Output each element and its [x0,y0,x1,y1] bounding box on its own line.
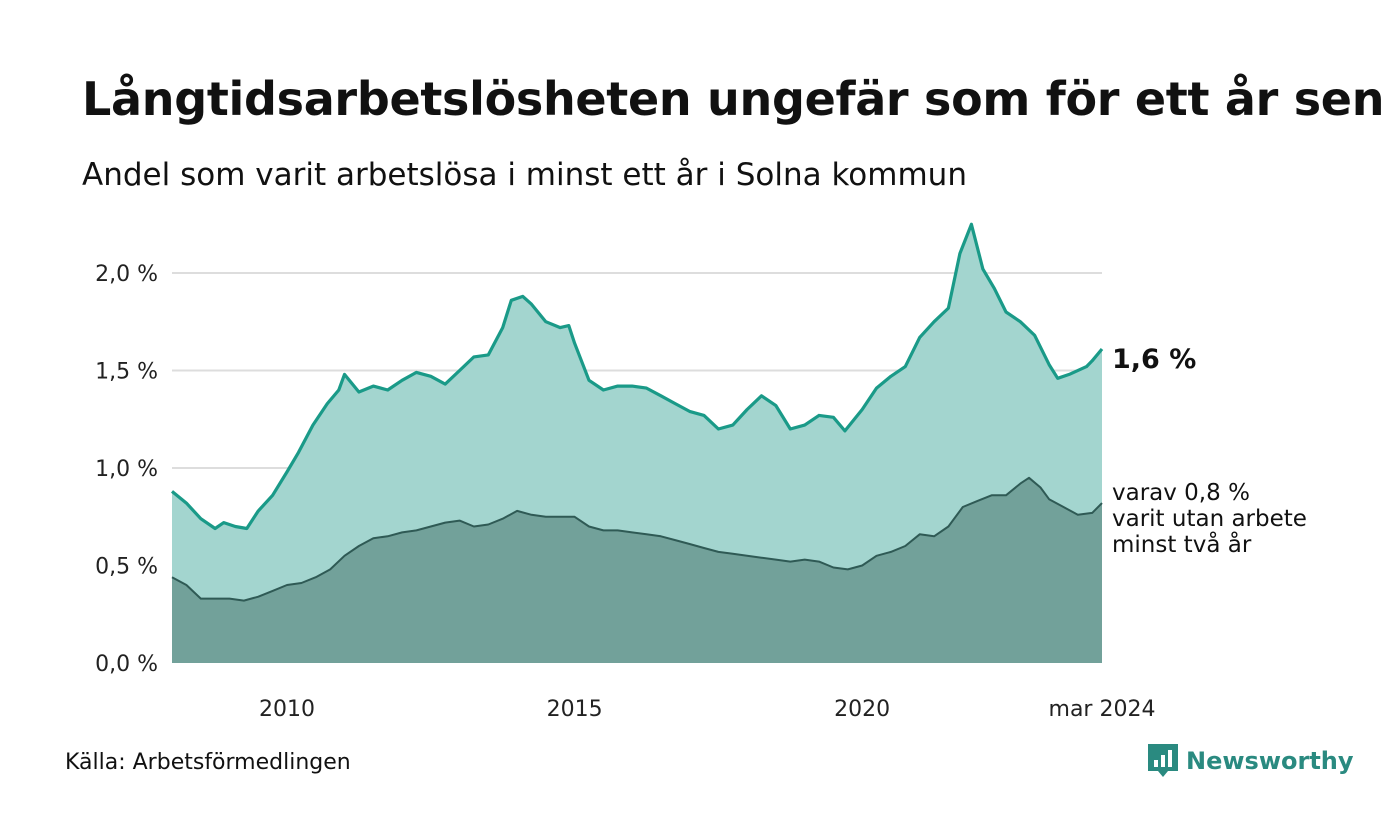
x-tick-label: 2020 [834,697,890,722]
main-series-line [170,222,1104,531]
chart-areas [170,222,1104,664]
chart-subtitle: Andel som varit arbetslösa i minst ett å… [82,157,967,193]
chart-title: Långtidsarbetslösheten ungefär som för e… [82,72,1385,126]
x-tick-label: 2015 [547,697,603,722]
sub-annotation-line-1: varav 0,8 % [1112,480,1250,506]
y-tick-label: 1,5 % [95,360,158,385]
brand-logo[interactable]: Newsworthy [1148,744,1354,778]
y-tick-label: 2,0 % [95,262,158,287]
sub-series-area [172,477,1102,663]
y-tick-label: 1,0 % [95,457,158,482]
y-axis-tick-labels: 0,0 % 0,5 % 1,0 % 1,5 % 2,0 % [95,262,158,677]
sub-series-line [171,476,1103,602]
sub-series-annotation: varav 0,8 % varit utan arbete minst två … [1112,480,1307,558]
y-tick-label: 0,5 % [95,555,158,580]
latest-value-label: 1,6 % [1112,344,1197,375]
x-tick-label: mar 2024 [1049,697,1156,722]
source-credit: Källa: Arbetsförmedlingen [65,750,351,775]
sub-annotation-line-2: varit utan arbete [1112,506,1307,532]
brand-name: Newsworthy [1186,747,1354,775]
sub-annotation-line-3: minst två år [1112,532,1252,558]
x-axis-tick-labels: 2010 2015 2020 mar 2024 [259,697,1155,722]
x-tick-label: 2010 [259,697,315,722]
y-tick-label: 0,0 % [95,652,158,677]
newsworthy-logo-icon [1148,744,1178,777]
